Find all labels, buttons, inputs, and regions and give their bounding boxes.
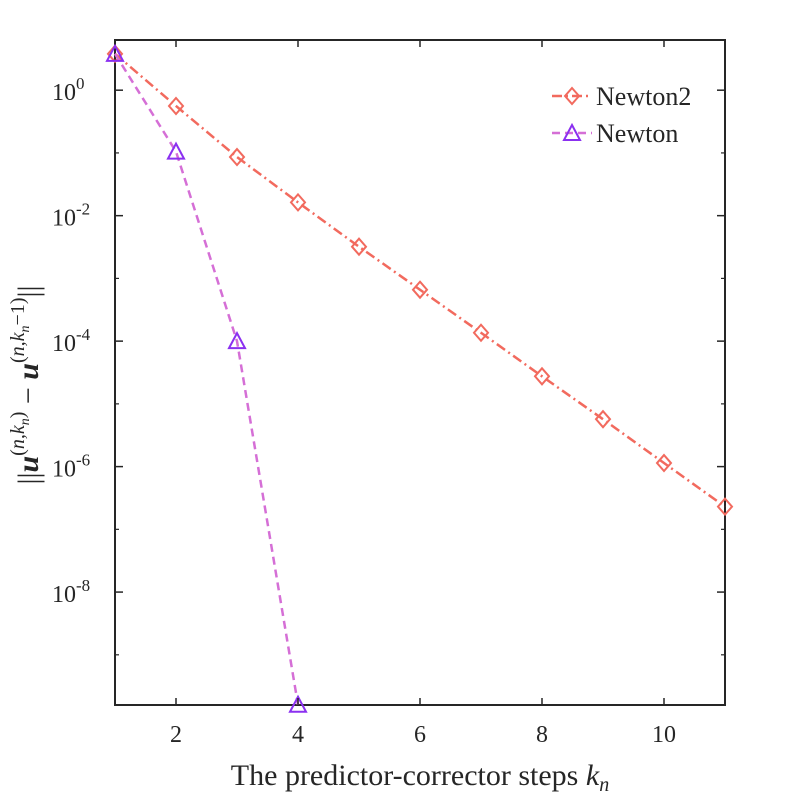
data-point-newton2 bbox=[228, 147, 246, 167]
data-point-newton2 bbox=[594, 409, 612, 429]
y-tick-label: 10-2 bbox=[52, 200, 90, 232]
x-tick-label: 4 bbox=[292, 722, 304, 748]
y-axis-label: ||u(n,kn) − u(n,kn−1)|| bbox=[7, 285, 45, 484]
series-layer bbox=[105, 43, 734, 713]
y-tick-label: 100 bbox=[52, 74, 85, 106]
x-tick-label: 6 bbox=[414, 722, 426, 748]
data-point-newton2 bbox=[106, 44, 124, 64]
data-point-newton bbox=[288, 694, 308, 713]
data-point-newton2 bbox=[289, 192, 307, 212]
data-point-newton2 bbox=[716, 497, 734, 517]
data-point-newton2 bbox=[411, 280, 429, 300]
legend-marker-newton bbox=[562, 122, 582, 141]
data-point-newton bbox=[227, 331, 247, 350]
series-line-newton2 bbox=[114, 52, 726, 508]
legend-label-newton2: Newton2 bbox=[596, 82, 691, 111]
ticks-layer: 2 4 6 8 10 100 10-2 10-4 10-6 10-8 bbox=[52, 40, 725, 748]
series-line-newton bbox=[113, 53, 300, 705]
y-tick-label: 10-4 bbox=[52, 325, 91, 357]
data-point-newton2 bbox=[533, 366, 551, 386]
x-axis-label: The predictor-corrector steps kn bbox=[231, 759, 609, 796]
data-point-newton2 bbox=[655, 453, 673, 473]
data-point-newton2 bbox=[167, 96, 185, 116]
y-tick-label: 10-8 bbox=[52, 576, 90, 608]
data-point-newton2 bbox=[472, 323, 490, 343]
legend: Newton2 Newton bbox=[552, 82, 691, 148]
x-tick-label: 10 bbox=[652, 722, 676, 748]
x-tick-label: 2 bbox=[170, 722, 182, 748]
legend-marker-newton2 bbox=[563, 86, 581, 106]
legend-label-newton: Newton bbox=[596, 119, 678, 148]
y-tick-label: 10-6 bbox=[52, 451, 90, 483]
data-point-newton bbox=[105, 43, 125, 62]
x-tick-label: 8 bbox=[536, 722, 548, 748]
data-point-newton bbox=[166, 141, 186, 160]
data-point-newton2 bbox=[350, 237, 368, 257]
